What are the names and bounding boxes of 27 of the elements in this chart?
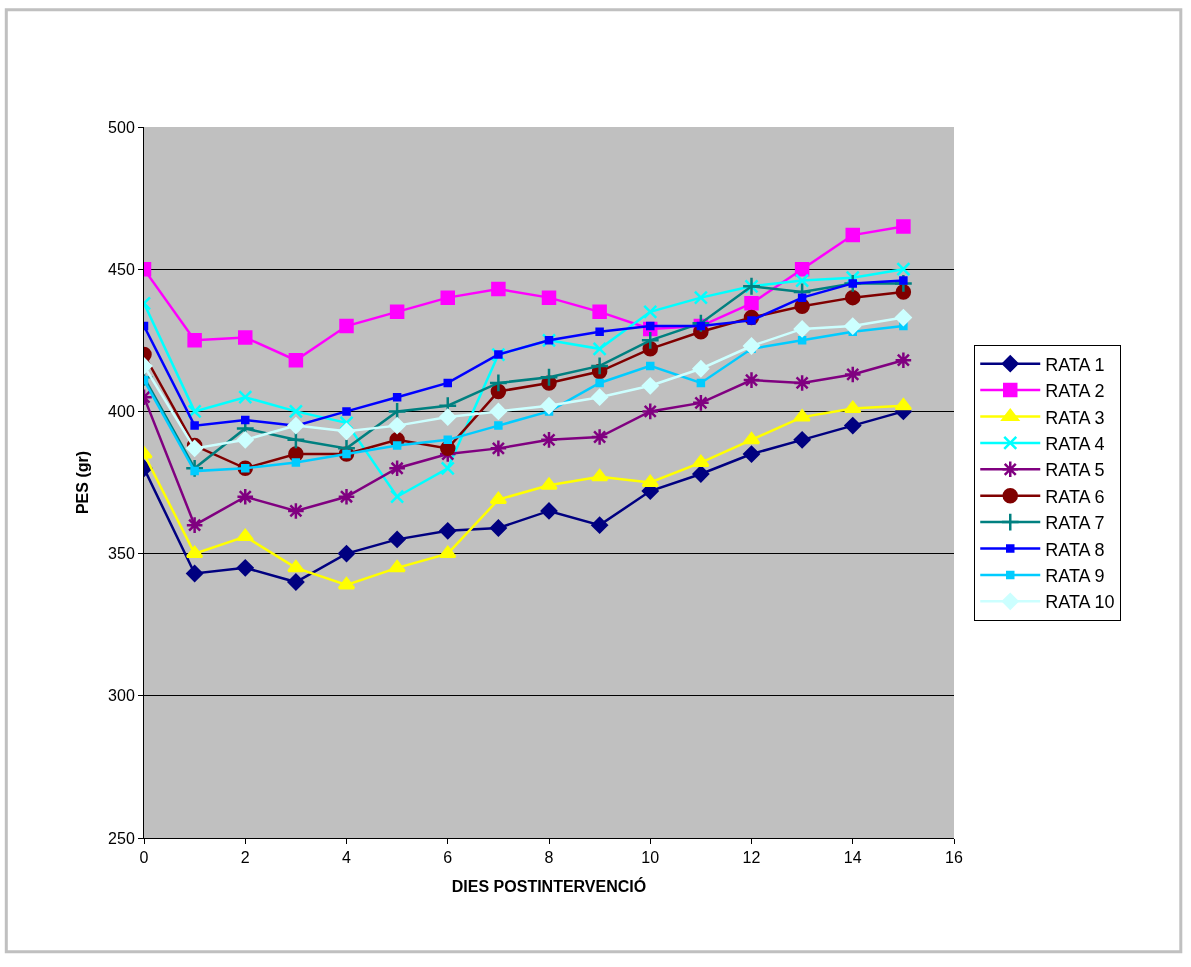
y-tick-label: 300: [108, 687, 135, 705]
legend-label: RATA 1: [1045, 354, 1105, 375]
y-tick-label: 250: [108, 829, 135, 847]
y-tick-label: 500: [108, 118, 135, 136]
x-tick-label: 6: [443, 849, 453, 867]
legend-label: RATA 2: [1045, 381, 1105, 402]
legend-label: RATA 5: [1045, 460, 1105, 481]
y-axis-title: PES (gr): [74, 450, 91, 515]
x-tick-label: 8: [544, 849, 554, 867]
y-tick-label: 400: [108, 403, 135, 420]
x-tick-label: 12: [742, 849, 761, 867]
y-tick-label: 350: [108, 545, 135, 563]
x-tick-label: 16: [945, 849, 963, 867]
y-tick-label: 450: [108, 260, 135, 278]
x-tick-label: 0: [139, 849, 149, 867]
x-tick-label: 14: [843, 849, 862, 867]
legend-label: RATA 9: [1045, 565, 1105, 586]
legend-label: RATA 10: [1045, 592, 1115, 613]
legend-label: RATA 6: [1045, 486, 1105, 507]
legend-label: RATA 8: [1045, 539, 1105, 560]
legend-label: RATA 3: [1045, 407, 1105, 428]
legend-label: RATA 7: [1045, 513, 1105, 534]
x-tick-label: 2: [240, 849, 250, 867]
legend-label: RATA 4: [1045, 433, 1105, 454]
x-tick-label: 10: [641, 849, 660, 867]
x-tick-label: 4: [342, 849, 352, 867]
x-axis-title: DIES POSTINTERVENCIÓ: [451, 876, 647, 895]
